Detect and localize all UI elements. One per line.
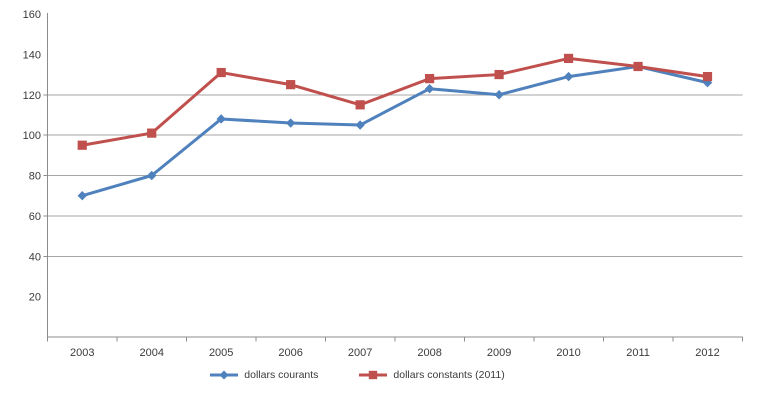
series-dollars-constants-2011-2012-marker-square <box>702 71 713 82</box>
legend: dollars courants dollars constants (2011… <box>0 369 736 381</box>
series-line-dollars-constants-2011 <box>80 56 710 147</box>
legend-swatch-blue-diamond-icon <box>210 370 239 380</box>
legend-square-icon <box>369 370 378 380</box>
y-axis-label-40: 40 <box>29 251 41 263</box>
legend-item-dollars-constants: dollars constants (2011) <box>358 369 505 381</box>
y-axis-label-120: 120 <box>23 90 41 102</box>
series-dollars-constants-2011-2010-marker-square <box>563 53 574 64</box>
series-line-dollars-courants <box>80 64 710 198</box>
y-axis-label-140: 140 <box>23 49 41 61</box>
series-dollars-courants-2008-marker-diamond <box>424 83 435 94</box>
x-axis-label-2003: 2003 <box>70 347 94 359</box>
y-axis-label-20: 20 <box>29 292 41 304</box>
series-dollars-courants-2003-marker-diamond <box>77 190 87 201</box>
series-dollars-constants-2011-2003-marker-square <box>77 140 87 150</box>
y-axis-label-160: 160 <box>23 9 41 21</box>
series-dollars-constants-2011-2007-marker-square <box>355 100 365 110</box>
legend-label-dollars-constants: dollars constants (2011) <box>393 369 505 381</box>
series-dollars-courants-2012-marker-diamond <box>702 77 713 88</box>
x-axis-label-2011: 2011 <box>626 347 650 359</box>
series-dollars-courants-2005-marker-diamond <box>216 114 226 124</box>
series-dollars-constants-2011-2011-marker-square <box>633 61 643 72</box>
x-axis-label-2012: 2012 <box>695 347 719 359</box>
y-axis-label-80: 80 <box>29 171 41 183</box>
legend-diamond-icon <box>219 370 229 380</box>
x-axis-label-2006: 2006 <box>278 347 302 359</box>
x-axis-label-2010: 2010 <box>556 347 580 359</box>
series-dollars-constants-2011-2009-marker-square <box>494 69 504 80</box>
x-axis-label-2009: 2009 <box>487 347 511 359</box>
series-dollars-constants-2011-2006-marker-square <box>286 80 296 90</box>
legend-label-dollars-courants: dollars courants <box>244 369 319 381</box>
series-dollars-courants-2010-marker-diamond <box>563 71 574 82</box>
legend-item-dollars-courants: dollars courants <box>209 369 318 381</box>
x-axis-label-2007: 2007 <box>348 347 372 359</box>
series-dollars-courants-2004-marker-diamond <box>147 170 157 181</box>
series-dollars-constants-2011-2004-marker-square <box>147 128 157 138</box>
series-dollars-courants-2006-marker-diamond <box>285 118 296 128</box>
series-dollars-courants-2009-marker-diamond <box>494 90 504 100</box>
x-axis-label-2008: 2008 <box>417 347 441 359</box>
y-axis-label-60: 60 <box>29 211 41 223</box>
legend-swatch-red-square-icon <box>359 370 388 380</box>
y-axis-label-100: 100 <box>23 130 41 142</box>
series-dollars-constants-2011-2008-marker-square <box>425 74 435 84</box>
x-axis-label-2005: 2005 <box>209 347 233 359</box>
x-axis-label-2004: 2004 <box>139 347 163 359</box>
series-dollars-constants-2011-2005-marker-square <box>216 67 226 78</box>
series-dollars-courants-2007-marker-diamond <box>355 120 365 130</box>
